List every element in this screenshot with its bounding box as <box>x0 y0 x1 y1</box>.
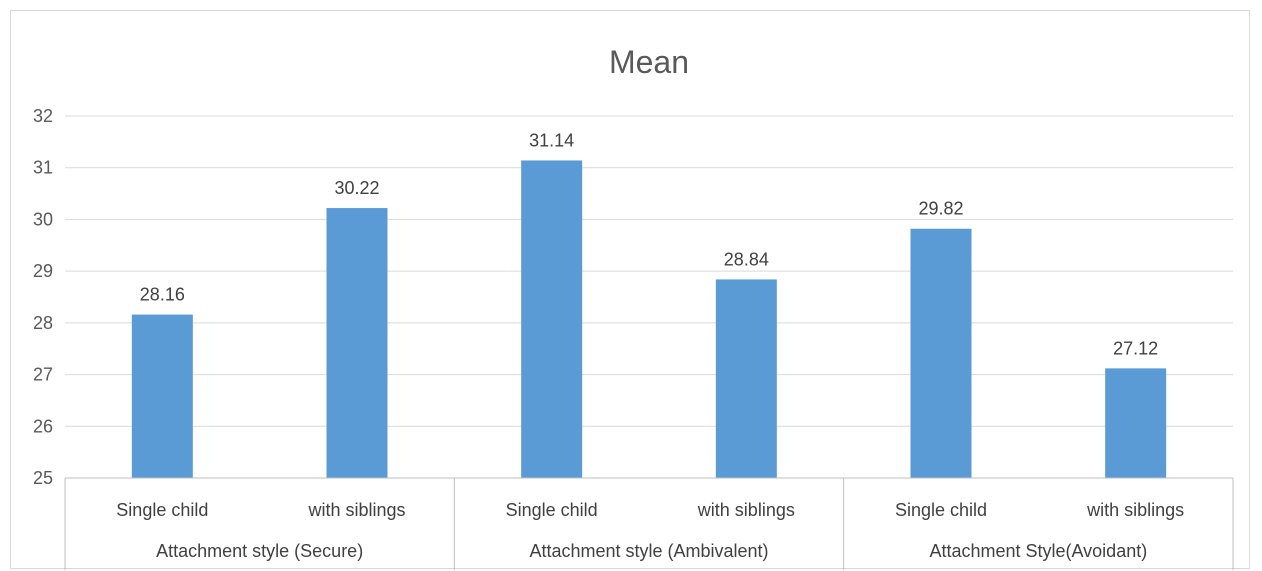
x-tick-label: with siblings <box>1086 500 1184 520</box>
data-label: 31.14 <box>529 130 574 150</box>
chart-frame: Mean 25 26 27 28 29 30 31 32 28.16 30.22 31.14 28.… <box>10 10 1250 570</box>
y-tick-label: 25 <box>33 468 53 488</box>
data-labels: 28.16 30.22 31.14 28.84 29.82 27.12 <box>140 130 1158 358</box>
bar <box>326 208 388 478</box>
x-tick-label: Single child <box>895 500 987 520</box>
x-group-label: Attachment style (Ambivalent) <box>529 541 768 561</box>
bars <box>131 160 1167 478</box>
x-tick-label: with siblings <box>697 500 795 520</box>
y-tick-label: 32 <box>33 106 53 126</box>
gridlines <box>65 115 1233 427</box>
x-group-label: Attachment style (Secure) <box>156 541 363 561</box>
bar <box>910 228 972 478</box>
x-axis: Single child with siblings Single child wit… <box>64 477 1234 570</box>
y-tick-label: 27 <box>33 365 53 385</box>
bar <box>521 160 583 478</box>
x-tick-label: Single child <box>116 500 208 520</box>
y-tick-label: 31 <box>33 158 53 178</box>
bar <box>715 279 777 478</box>
x-group-label: Attachment Style(Avoidant) <box>929 541 1147 561</box>
data-label: 29.82 <box>918 199 963 219</box>
y-tick-label: 29 <box>33 261 53 281</box>
bar <box>131 314 193 478</box>
x-tick-label: with siblings <box>307 500 405 520</box>
bar <box>1105 368 1167 478</box>
chart-title: Mean <box>609 44 689 80</box>
x-tick-label: Single child <box>506 500 598 520</box>
data-label: 28.84 <box>724 249 769 269</box>
y-tick-label: 28 <box>33 313 53 333</box>
data-label: 28.16 <box>140 285 185 305</box>
data-label: 27.12 <box>1113 338 1158 358</box>
y-tick-label: 26 <box>33 416 53 436</box>
y-tick-label: 30 <box>33 209 53 229</box>
data-label: 30.22 <box>334 178 379 198</box>
y-axis: 25 26 27 28 29 30 31 32 <box>33 106 53 488</box>
